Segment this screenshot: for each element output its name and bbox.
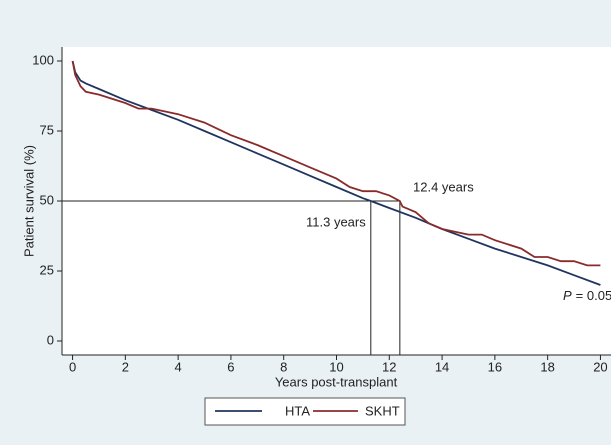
annotation: 12.4 years [413,179,474,194]
x-tick-label: 4 [175,359,182,374]
x-tick-label: 18 [540,359,554,374]
y-axis-label: Patient survival (%) [21,145,36,257]
legend-label: SKHT [365,403,400,418]
x-tick-label: 0 [69,359,76,374]
x-axis-label: Years post-transplant [275,374,398,389]
x-tick-label: 10 [329,359,343,374]
x-tick-label: 20 [593,359,607,374]
series-line [71,60,601,286]
y-tick-label: 100 [32,52,54,67]
y-tick-label: 0 [47,332,54,347]
annotation-p: P [563,288,572,303]
y-tick-label: 25 [40,262,54,277]
x-tick-label: 12 [382,359,396,374]
x-tick-label: 14 [435,359,449,374]
x-tick-label: 6 [227,359,234,374]
x-tick-label: 8 [280,359,287,374]
annotation-value: = 0.053 [576,288,611,303]
y-tick-label: 50 [40,192,54,207]
annotation: 11.3 years [306,214,366,229]
y-tick-label: 75 [40,122,54,137]
annotation: P = 0.053 [563,288,611,303]
x-tick-label: 2 [122,359,129,374]
x-tick-label: 16 [488,359,502,374]
series-line [71,60,601,267]
legend-label: HTA [285,403,310,418]
